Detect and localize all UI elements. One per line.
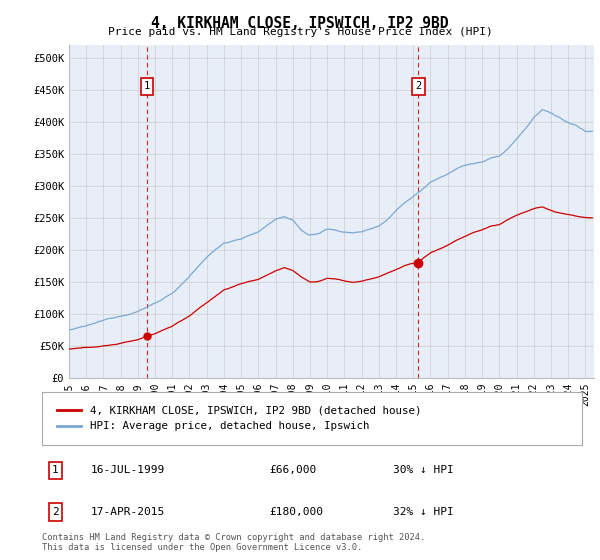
Text: Price paid vs. HM Land Registry's House Price Index (HPI): Price paid vs. HM Land Registry's House … <box>107 27 493 37</box>
Text: This data is licensed under the Open Government Licence v3.0.: This data is licensed under the Open Gov… <box>42 543 362 552</box>
Text: 1: 1 <box>52 465 59 475</box>
Text: 30% ↓ HPI: 30% ↓ HPI <box>393 465 454 475</box>
Text: Contains HM Land Registry data © Crown copyright and database right 2024.: Contains HM Land Registry data © Crown c… <box>42 533 425 542</box>
Text: 4, KIRKHAM CLOSE, IPSWICH, IP2 9BD: 4, KIRKHAM CLOSE, IPSWICH, IP2 9BD <box>151 16 449 31</box>
Text: 17-APR-2015: 17-APR-2015 <box>91 507 165 517</box>
Text: 16-JUL-1999: 16-JUL-1999 <box>91 465 165 475</box>
Text: 32% ↓ HPI: 32% ↓ HPI <box>393 507 454 517</box>
Text: 1: 1 <box>144 81 150 91</box>
Text: 2: 2 <box>52 507 59 517</box>
Text: £66,000: £66,000 <box>269 465 316 475</box>
Text: £180,000: £180,000 <box>269 507 323 517</box>
Legend: 4, KIRKHAM CLOSE, IPSWICH, IP2 9BD (detached house), HPI: Average price, detache: 4, KIRKHAM CLOSE, IPSWICH, IP2 9BD (deta… <box>53 402 425 436</box>
Text: 2: 2 <box>415 81 421 91</box>
